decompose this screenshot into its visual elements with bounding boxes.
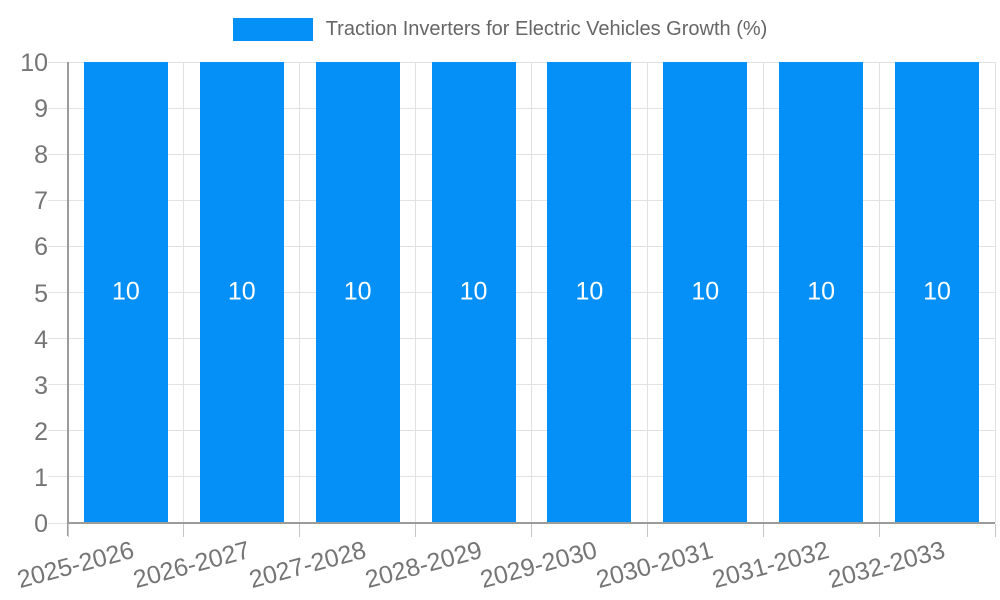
y-tick-label: 8	[34, 141, 48, 170]
bar-value-label: 10	[807, 276, 836, 305]
y-tick-label: 9	[34, 95, 48, 124]
bar[interactable]: 10	[779, 62, 864, 523]
bar[interactable]: 10	[199, 62, 284, 523]
y-tick-label: 0	[34, 510, 48, 538]
legend-swatch[interactable]	[232, 18, 313, 41]
x-axis-line	[67, 522, 995, 524]
bar[interactable]: 10	[315, 62, 400, 523]
plot-area: 10 10 10 10 10 10 10 10	[48, 61, 996, 524]
bar-value-label: 10	[459, 276, 488, 305]
y-tick-label: 2	[34, 417, 48, 446]
x-tick-mark	[878, 524, 880, 537]
x-tick-mark	[994, 524, 996, 537]
bar[interactable]: 10	[431, 62, 516, 523]
x-tick-mark	[299, 524, 301, 537]
bar-value-label: 10	[923, 276, 951, 305]
grid-line-horizontal	[48, 430, 995, 432]
grid-line-vertical	[531, 62, 532, 523]
legend[interactable]: Traction Inverters for Electric Vehicles…	[0, 18, 1000, 41]
y-tick-label: 3	[34, 371, 48, 400]
x-tick-mark	[646, 524, 648, 537]
grid-line-vertical	[994, 62, 996, 523]
bar[interactable]: 10	[895, 62, 980, 523]
bar[interactable]: 10	[547, 62, 632, 523]
y-tick-label: 6	[34, 233, 48, 262]
grid-line-vertical	[878, 62, 880, 523]
y-tick-label: 4	[34, 325, 48, 354]
bar-value-label: 10	[575, 276, 604, 305]
y-tick-label: 1	[34, 463, 48, 492]
grid-line-horizontal	[48, 338, 995, 340]
y-tick-label: 7	[34, 187, 48, 216]
legend-label[interactable]: Traction Inverters for Electric Vehicles…	[325, 18, 768, 40]
y-tick-label: 10	[20, 49, 48, 77]
x-tick-mark	[183, 524, 185, 537]
bar[interactable]: 10	[663, 62, 748, 523]
grid-line-horizontal	[48, 199, 995, 201]
grid-line-horizontal	[48, 384, 995, 386]
grid-line-vertical	[646, 62, 648, 523]
grid-line-horizontal	[48, 107, 995, 109]
grid-line-vertical	[762, 62, 764, 523]
grid-line-vertical	[299, 62, 301, 523]
grid-line-horizontal	[48, 61, 995, 63]
y-tick-label: 5	[34, 279, 48, 308]
y-axis-line	[67, 62, 69, 536]
x-tick-mark	[531, 524, 532, 537]
x-tick-mark	[762, 524, 764, 537]
bar-value-label: 10	[691, 276, 720, 305]
bar-value-label: 10	[343, 276, 372, 305]
grid-line-horizontal	[48, 476, 995, 478]
grid-line-vertical	[183, 62, 185, 523]
grid-line-vertical	[415, 62, 417, 523]
x-tick-mark	[67, 524, 69, 537]
bar[interactable]: 10	[83, 62, 168, 523]
grid-line-horizontal	[48, 153, 995, 155]
grid-line-horizontal	[48, 245, 995, 247]
grid-line-horizontal	[48, 292, 995, 293]
x-tick-mark	[415, 524, 417, 537]
bar-value-label: 10	[112, 276, 140, 305]
bar-value-label: 10	[227, 276, 256, 305]
